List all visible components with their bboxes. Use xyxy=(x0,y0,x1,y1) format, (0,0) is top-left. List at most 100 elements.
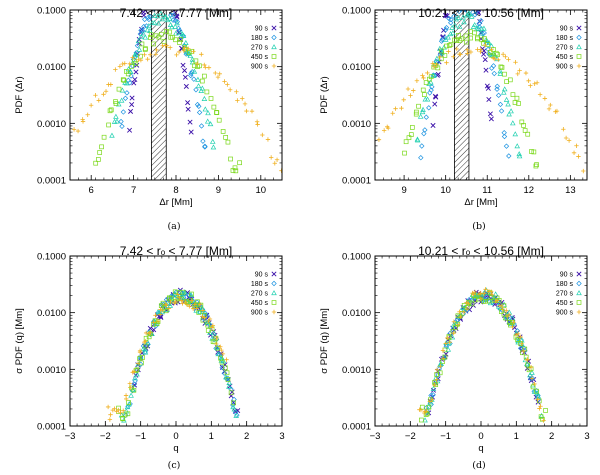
data-point xyxy=(447,339,452,345)
data-point xyxy=(422,92,427,97)
data-point xyxy=(184,302,190,307)
data-point xyxy=(199,305,205,311)
data-point xyxy=(198,302,204,308)
data-point xyxy=(418,407,424,413)
data-point xyxy=(158,10,164,16)
data-point xyxy=(120,61,125,67)
data-point xyxy=(464,10,468,12)
legend-marker xyxy=(576,300,582,305)
data-point xyxy=(115,101,122,107)
data-point xyxy=(458,10,463,12)
data-point xyxy=(516,101,521,106)
data-point xyxy=(205,322,211,328)
data-point xyxy=(112,406,117,411)
data-point xyxy=(200,308,206,313)
data-point xyxy=(432,382,437,388)
data-point xyxy=(464,39,469,45)
data-point xyxy=(131,80,137,86)
legend-label: 450 s xyxy=(556,54,574,61)
data-point xyxy=(148,32,154,38)
data-point xyxy=(455,322,461,327)
data-point xyxy=(144,27,151,33)
data-point xyxy=(534,162,539,167)
data-point xyxy=(163,14,169,20)
data-point xyxy=(485,85,491,91)
data-point xyxy=(141,12,147,18)
data-point xyxy=(136,57,141,62)
data-point xyxy=(424,96,431,102)
data-point xyxy=(191,68,198,74)
data-point xyxy=(108,82,114,87)
data-point xyxy=(529,369,535,375)
data-point xyxy=(516,153,523,159)
data-point xyxy=(449,24,455,30)
data-point xyxy=(414,137,421,143)
data-point xyxy=(438,38,445,44)
data-point xyxy=(443,340,450,346)
data-point xyxy=(452,22,458,28)
data-point xyxy=(240,96,245,101)
data-point xyxy=(85,112,90,117)
y-tick-label: 0.0001 xyxy=(342,176,371,187)
data-point xyxy=(502,71,507,77)
data-point xyxy=(133,69,139,75)
data-point xyxy=(483,67,489,73)
data-point xyxy=(420,106,426,112)
data-point xyxy=(173,299,178,305)
x-tick-label: 6 xyxy=(89,185,94,196)
data-point xyxy=(193,58,199,64)
data-point xyxy=(495,52,500,57)
legend-label: 270 s xyxy=(251,45,269,52)
data-point xyxy=(390,111,395,116)
data-point xyxy=(503,96,510,102)
data-point xyxy=(127,381,133,386)
data-point xyxy=(207,316,213,322)
legend-label: 270 s xyxy=(251,291,269,298)
data-point xyxy=(201,95,208,101)
data-point xyxy=(447,0,451,1)
data-point xyxy=(381,128,387,133)
data-point xyxy=(134,367,140,373)
data-point xyxy=(451,13,457,19)
data-point xyxy=(537,406,542,411)
data-points xyxy=(417,287,548,423)
data-point xyxy=(425,403,432,409)
data-point xyxy=(419,143,425,149)
y-axis-label: σ PDF (q) [Mm] xyxy=(319,308,330,374)
data-point xyxy=(145,14,152,21)
data-point xyxy=(444,43,449,49)
data-point xyxy=(228,390,234,396)
data-point xyxy=(428,74,434,80)
data-point xyxy=(214,110,220,116)
data-point xyxy=(435,65,441,71)
data-point xyxy=(113,67,118,72)
data-point xyxy=(498,108,505,114)
data-point xyxy=(155,319,161,324)
data-point xyxy=(472,289,478,295)
legend-label: 900 s xyxy=(251,310,269,317)
data-point xyxy=(514,95,520,101)
data-point xyxy=(195,83,202,89)
data-point xyxy=(202,315,207,320)
data-point xyxy=(137,356,142,361)
data-point xyxy=(187,304,192,309)
data-point xyxy=(488,295,494,300)
data-point xyxy=(532,81,537,86)
x-tick-label: 2 xyxy=(549,431,554,442)
data-point xyxy=(430,72,437,78)
data-point xyxy=(478,17,484,24)
data-point xyxy=(159,308,165,313)
data-point xyxy=(138,58,144,63)
data-point xyxy=(492,56,497,62)
x-tick-label: 1 xyxy=(209,431,214,442)
legend-marker xyxy=(271,34,277,41)
legend-marker xyxy=(576,63,582,69)
data-point xyxy=(421,75,426,81)
y-tick-label: 0.0010 xyxy=(37,119,66,130)
data-point xyxy=(129,102,135,108)
data-point xyxy=(490,63,497,69)
data-point xyxy=(207,121,214,127)
data-point xyxy=(233,412,239,418)
data-point xyxy=(235,98,240,103)
